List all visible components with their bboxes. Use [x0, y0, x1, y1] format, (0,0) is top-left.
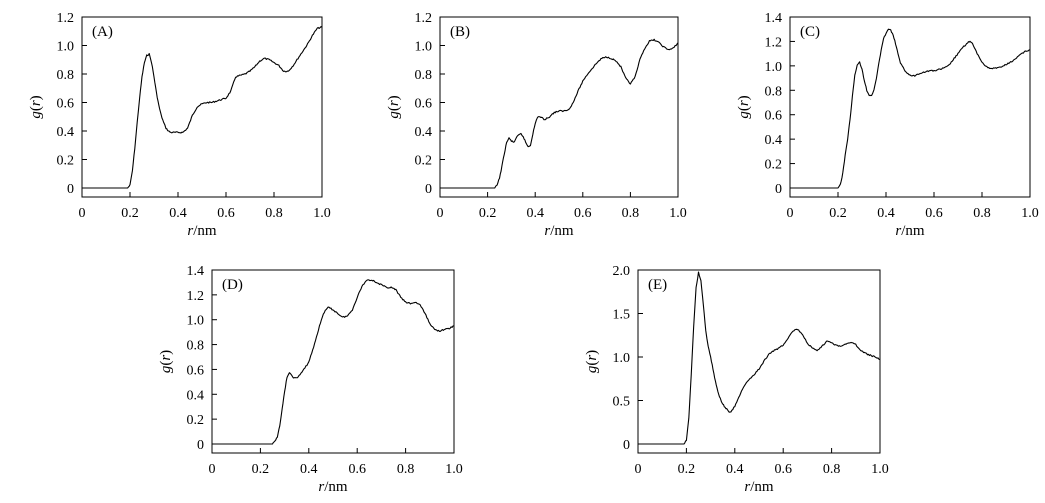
- y-tick-label: 0: [197, 438, 204, 453]
- y-tick-label: 0.2: [57, 154, 75, 169]
- y-axis-label: g(r): [28, 95, 44, 118]
- y-axis-label: g(r): [736, 95, 752, 118]
- x-tick-label: 0.8: [397, 462, 415, 477]
- panel-label: (C): [800, 24, 820, 40]
- y-tick-label: 0.2: [187, 413, 205, 428]
- x-tick-label: 0.6: [217, 206, 235, 221]
- y-axis-label: g(r): [386, 95, 402, 118]
- x-axis-label: r/nm: [187, 223, 217, 239]
- x-tick-label: 0.4: [877, 206, 895, 221]
- y-tick-label: 0.8: [415, 68, 433, 83]
- plot-frame: [439, 16, 679, 198]
- series-line: [212, 279, 455, 445]
- x-tick-label: 0.2: [252, 462, 270, 477]
- x-tick-label: 0.6: [348, 462, 366, 477]
- y-tick-label: 1.4: [187, 264, 205, 279]
- y-tick-label: 0: [623, 438, 630, 453]
- x-tick-label: 1.0: [313, 206, 331, 221]
- x-tick-label: 0.8: [973, 206, 991, 221]
- y-axis-label: g(r): [584, 350, 600, 373]
- y-tick-label: 0: [775, 182, 782, 197]
- x-tick-label: 0.4: [526, 206, 544, 221]
- panel-2: 0 0.2 0.4 0.6 0.8 1.0 0 0.2 0.4 0.6 0.8 1.0 1.2 1.4 (C…: [736, 11, 1039, 239]
- y-tick-label: 0.8: [57, 68, 75, 83]
- y-tick-label: 1.4: [765, 11, 783, 26]
- x-tick-label: 0.6: [774, 462, 792, 477]
- x-tick-label: 1.0: [1021, 206, 1039, 221]
- y-tick-label: 0.8: [187, 339, 205, 354]
- y-tick-label: 1.0: [415, 40, 433, 55]
- x-tick-label: 0.4: [300, 462, 318, 477]
- y-tick-label: 1.0: [187, 314, 205, 329]
- plot-frame: [789, 16, 1031, 198]
- panel-label: (D): [222, 277, 243, 293]
- y-tick-label: 1.5: [613, 308, 631, 323]
- y-tick-label: 0.4: [187, 388, 205, 403]
- x-tick-label: 0.8: [823, 462, 841, 477]
- x-axis-label: r/nm: [318, 479, 348, 495]
- y-tick-label: 0: [67, 182, 74, 197]
- x-tick-label: 0.8: [622, 206, 640, 221]
- y-tick-label: 1.0: [57, 40, 75, 55]
- x-tick-label: 0: [209, 462, 216, 477]
- y-tick-label: 0.6: [57, 97, 75, 112]
- panel-label: (A): [92, 24, 113, 40]
- series-line: [638, 271, 881, 445]
- panel-1: 0 0.2 0.4 0.6 0.8 1.0 0 0.2 0.4 0.6 0.8 1.0 1.2 (B) r/…: [386, 11, 687, 239]
- y-tick-label: 1.0: [613, 351, 631, 366]
- x-tick-label: 1.0: [445, 462, 463, 477]
- panel-0: 0 0.2 0.4 0.6 0.8 1.0 0 0.2 0.4 0.6 0.8 1.0 1.2 (A) r/…: [28, 11, 331, 239]
- x-tick-label: 0.2: [829, 206, 847, 221]
- y-tick-label: 0: [425, 182, 432, 197]
- y-tick-label: 0.4: [415, 125, 433, 140]
- x-tick-label: 0.6: [574, 206, 592, 221]
- plot-frame: [637, 269, 881, 454]
- panel-label: (E): [648, 277, 667, 293]
- plot-frame: [81, 16, 323, 198]
- x-tick-label: 1.0: [669, 206, 687, 221]
- x-tick-label: 0.2: [479, 206, 497, 221]
- y-tick-label: 0.6: [415, 97, 433, 112]
- y-tick-label: 0.4: [57, 125, 75, 140]
- y-tick-label: 0.5: [613, 395, 631, 410]
- y-tick-label: 2.0: [613, 264, 631, 279]
- x-axis-label: r/nm: [544, 223, 574, 239]
- y-tick-label: 0.2: [765, 158, 783, 173]
- series-line: [82, 26, 323, 189]
- x-tick-label: 0.4: [726, 462, 744, 477]
- y-tick-label: 0.6: [765, 109, 783, 124]
- y-tick-label: 1.2: [415, 11, 433, 26]
- x-tick-label: 0: [787, 206, 794, 221]
- x-tick-label: 0: [79, 206, 86, 221]
- x-tick-label: 0.2: [121, 206, 139, 221]
- y-tick-label: 1.0: [765, 60, 783, 75]
- y-tick-label: 0.2: [415, 154, 433, 169]
- x-tick-label: 0: [437, 206, 444, 221]
- plot-frame: [211, 269, 455, 454]
- x-tick-label: 0.4: [169, 206, 187, 221]
- x-tick-label: 0.2: [678, 462, 696, 477]
- x-tick-label: 0.8: [265, 206, 283, 221]
- y-axis-label: g(r): [158, 350, 174, 373]
- y-tick-label: 1.2: [57, 11, 75, 26]
- y-tick-label: 0.8: [765, 84, 783, 99]
- y-tick-label: 1.2: [765, 35, 783, 50]
- y-tick-label: 0.6: [187, 363, 205, 378]
- y-tick-label: 0.4: [765, 133, 783, 148]
- x-axis-label: r/nm: [744, 479, 774, 495]
- y-tick-label: 1.2: [187, 289, 205, 304]
- series-line: [790, 28, 1031, 189]
- panel-4: 0 0.2 0.4 0.6 0.8 1.0 0 0.5 1.0 1.5 2.0 (E) r/nm g(r): [584, 264, 889, 495]
- panel-label: (B): [450, 24, 470, 40]
- panel-3: 0 0.2 0.4 0.6 0.8 1.0 0 0.2 0.4 0.6 0.8 1.0 1.2 1.4 (D…: [158, 264, 463, 495]
- x-tick-label: 1.0: [871, 462, 889, 477]
- x-tick-label: 0.6: [925, 206, 943, 221]
- x-axis-label: r/nm: [895, 223, 925, 239]
- series-line: [440, 38, 679, 189]
- x-tick-label: 0: [635, 462, 642, 477]
